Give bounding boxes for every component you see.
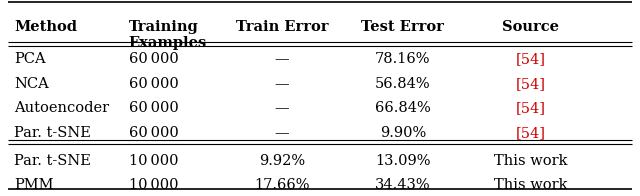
- Text: 10 000: 10 000: [129, 178, 179, 192]
- Text: [54]: [54]: [515, 52, 545, 66]
- Text: Autoencoder: Autoencoder: [14, 101, 109, 115]
- Text: Train Error: Train Error: [236, 20, 328, 34]
- Text: 13.09%: 13.09%: [375, 154, 431, 168]
- Text: 60 000: 60 000: [129, 126, 179, 140]
- Text: 66.84%: 66.84%: [375, 101, 431, 115]
- Text: 60 000: 60 000: [129, 77, 179, 91]
- Text: 60 000: 60 000: [129, 52, 179, 66]
- Text: —: —: [275, 52, 289, 66]
- Text: NCA: NCA: [14, 77, 49, 91]
- Text: Method: Method: [14, 20, 77, 34]
- Text: 9.92%: 9.92%: [259, 154, 305, 168]
- Text: Training
Examples: Training Examples: [129, 20, 207, 50]
- Text: [54]: [54]: [515, 101, 545, 115]
- Text: Par. t-SNE: Par. t-SNE: [14, 154, 91, 168]
- Text: Par. t-SNE: Par. t-SNE: [14, 126, 91, 140]
- Text: —: —: [275, 101, 289, 115]
- Text: 78.16%: 78.16%: [375, 52, 431, 66]
- Text: Source: Source: [502, 20, 559, 34]
- Text: [54]: [54]: [515, 126, 545, 140]
- Text: —: —: [275, 126, 289, 140]
- Text: 17.66%: 17.66%: [254, 178, 310, 192]
- Text: 60 000: 60 000: [129, 101, 179, 115]
- Text: 9.90%: 9.90%: [380, 126, 426, 140]
- Text: 34.43%: 34.43%: [375, 178, 431, 192]
- Text: 10 000: 10 000: [129, 154, 179, 168]
- Text: 56.84%: 56.84%: [375, 77, 431, 91]
- Text: PCA: PCA: [14, 52, 45, 66]
- Text: PMM: PMM: [14, 178, 54, 192]
- Text: —: —: [275, 77, 289, 91]
- Text: This work: This work: [493, 178, 567, 192]
- Text: [54]: [54]: [515, 77, 545, 91]
- Text: Test Error: Test Error: [362, 20, 444, 34]
- Text: This work: This work: [493, 154, 567, 168]
